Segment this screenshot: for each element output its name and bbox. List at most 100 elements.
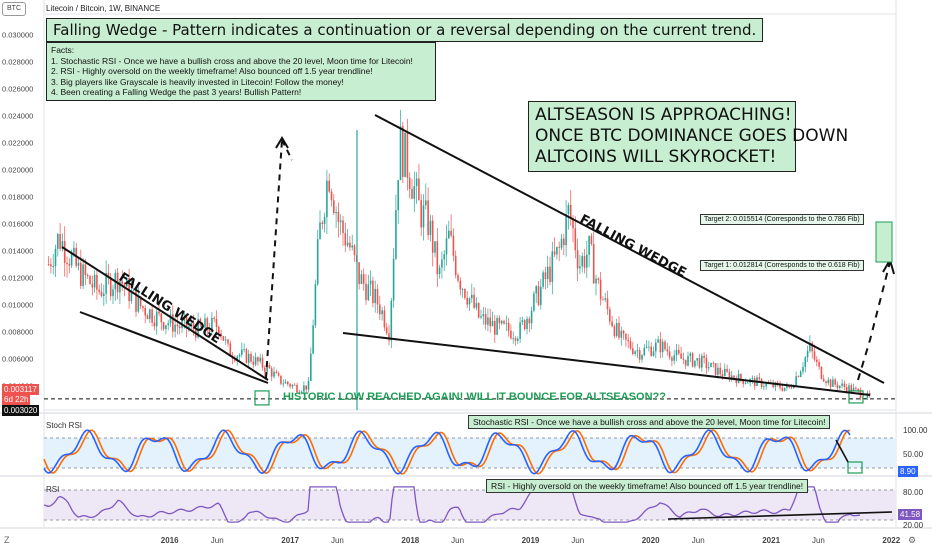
candle-body: [305, 385, 308, 390]
candle-body: [91, 284, 94, 288]
candle-body: [441, 259, 443, 268]
candle-body: [634, 351, 636, 354]
candle-body: [151, 309, 153, 323]
candle-body: [149, 309, 151, 320]
candle-body: [59, 233, 61, 249]
y-tick-label: 0.006000: [2, 355, 33, 364]
candle-body: [162, 322, 165, 330]
candle-body: [652, 351, 655, 356]
candle-body: [144, 307, 147, 316]
candle-body: [758, 377, 761, 380]
candle-body: [224, 339, 227, 341]
candle-body: [61, 241, 64, 249]
rsi-value-tag: 41.58: [898, 509, 923, 520]
candle-body: [696, 358, 699, 361]
candle-body: [544, 272, 547, 280]
candle-body: [402, 126, 404, 177]
candle-body: [832, 379, 834, 387]
candle-body: [588, 235, 590, 255]
candle-body: [809, 342, 811, 352]
candle-body: [537, 286, 540, 305]
candle-body: [109, 277, 112, 297]
candle-body: [365, 283, 367, 301]
candle-body: [572, 218, 574, 229]
candle-body: [721, 374, 724, 376]
candle-body: [503, 320, 505, 324]
candle-body: [836, 384, 839, 389]
rsi-tick: 20.00: [903, 521, 924, 530]
candle-body: [103, 293, 105, 297]
x-tick-label: Jun: [331, 536, 344, 545]
candle-body: [158, 311, 160, 314]
candle-body: [818, 361, 820, 367]
candle-body: [599, 279, 602, 300]
candle-body: [597, 278, 600, 280]
x-tick-label: Jun: [451, 536, 464, 545]
candle-body: [744, 382, 747, 384]
candle-body: [765, 383, 768, 387]
candle-body: [201, 325, 204, 328]
stoch-d-line: [43, 429, 850, 475]
candle-body: [425, 200, 427, 206]
candle-body: [82, 264, 84, 286]
candle-body: [728, 371, 731, 380]
altseason-line: ALTSEASON IS APPROACHING!: [535, 105, 792, 125]
candle-body: [542, 272, 544, 287]
candle-body: [730, 375, 733, 380]
candle-body: [494, 321, 496, 335]
candle-body: [606, 298, 609, 310]
candle-body: [346, 242, 349, 246]
candle-body: [583, 256, 586, 268]
candle-body: [323, 217, 326, 224]
rsi-line: [43, 486, 861, 523]
candle-body: [521, 320, 524, 323]
x-tick-label: 2017: [281, 536, 299, 545]
currency-button[interactable]: BTC: [2, 2, 26, 16]
candle-body: [806, 351, 809, 358]
candle-body: [475, 303, 478, 308]
candle-body: [130, 290, 133, 302]
candle-body: [100, 291, 103, 297]
candle-body: [701, 355, 703, 368]
y-tick-label: 0.020000: [2, 165, 33, 174]
y-tick-label: 0.018000: [2, 192, 33, 201]
zoom-icon: Z: [4, 535, 10, 545]
candle-body: [707, 367, 710, 369]
candle-body: [864, 397, 866, 399]
candle-body: [742, 379, 745, 384]
candle-body: [337, 211, 340, 223]
candle-body: [250, 353, 252, 362]
candle-body: [691, 353, 694, 367]
candle-body: [604, 298, 607, 300]
candle-body: [418, 178, 420, 201]
candle-body: [70, 253, 73, 266]
candle-body: [372, 280, 374, 304]
candle-body: [132, 289, 135, 291]
candle-body: [829, 379, 832, 387]
settings-icon: ⚙: [908, 535, 916, 545]
candle-body: [126, 278, 128, 287]
candle-body: [160, 313, 163, 323]
candle-body: [339, 220, 342, 223]
candle-body: [461, 289, 464, 290]
candle-body: [684, 359, 687, 366]
candle-body: [259, 357, 262, 362]
candle-body: [146, 315, 149, 320]
candle-body: [333, 200, 335, 214]
candle-body: [367, 284, 370, 301]
candle-body: [848, 385, 850, 392]
candle-body: [47, 264, 50, 265]
candle-body: [795, 376, 797, 386]
candle-body: [816, 359, 818, 362]
candle-body: [491, 321, 494, 327]
candle-body: [247, 353, 250, 363]
candle-body: [839, 385, 841, 389]
candle-body: [93, 274, 96, 288]
candle-body: [328, 180, 331, 192]
candle-body: [523, 320, 526, 330]
candle-body: [264, 367, 266, 372]
candle-body: [813, 351, 816, 360]
facts-line: Facts:: [51, 45, 75, 55]
y-tick-label: 0.008000: [2, 328, 33, 337]
